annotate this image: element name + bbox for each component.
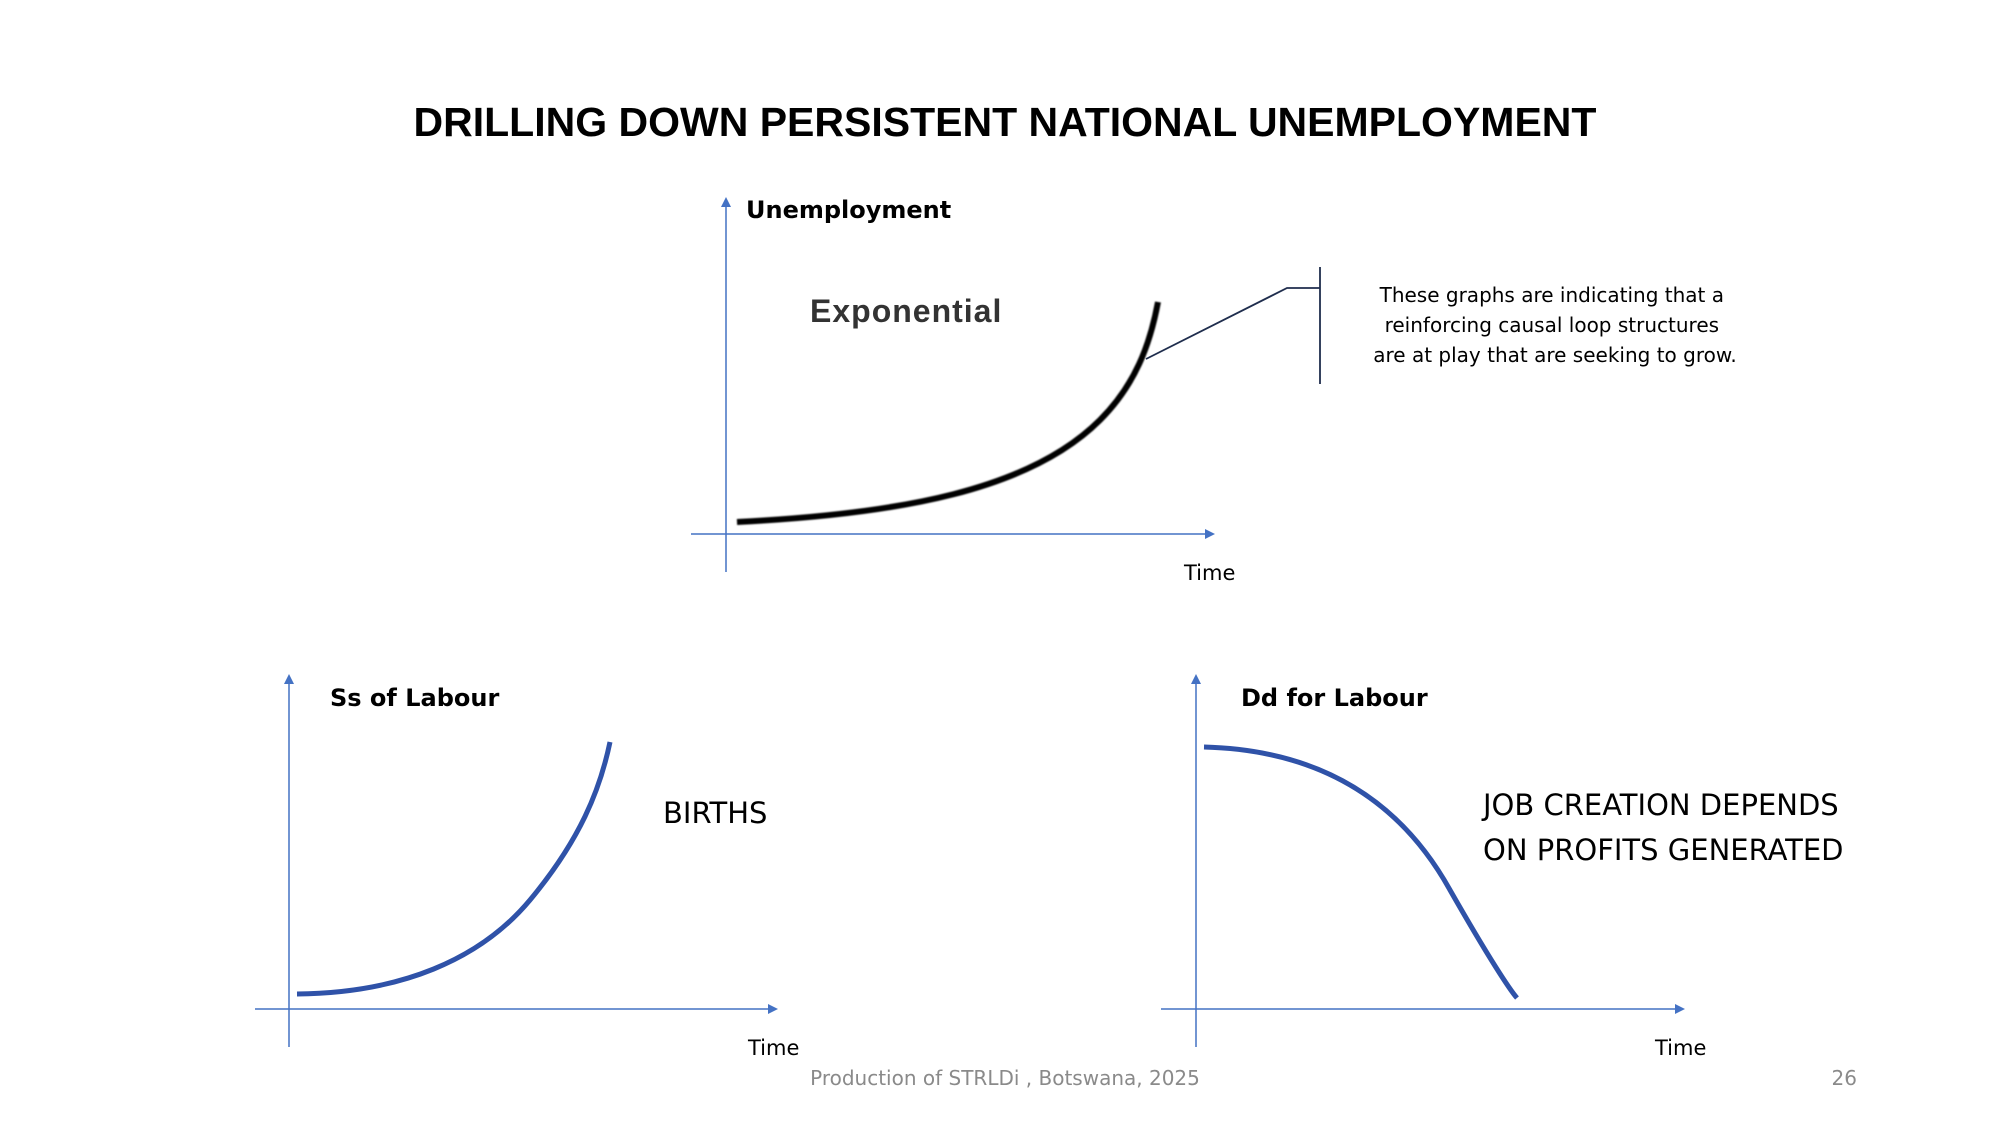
x-axis-label: Time [747, 1036, 799, 1060]
x-axis-label: Time [1654, 1036, 1706, 1060]
page-number: 26 [1832, 1066, 1857, 1090]
labour-demand-graph: Dd for Labour Time JOB CREATION DEPENDS … [1161, 674, 1848, 1060]
y-axis-label: Dd for Labour [1241, 684, 1428, 712]
note-text: These graphs are indicating that a reinf… [1373, 283, 1736, 367]
y-axis-label: Unemployment [746, 196, 951, 224]
curve-label: Exponential [810, 293, 1002, 329]
exponential-curve [736, 301, 1161, 525]
y-axis-label: Ss of Labour [330, 684, 499, 712]
demand-curve [1203, 744, 1519, 1000]
supply-curve [296, 741, 613, 997]
callout-line [1145, 287, 1320, 360]
footer-text: Production of STRLDi , Botswana, 2025 [810, 1066, 1200, 1090]
x-axis-label: Time [1183, 561, 1235, 585]
job-creation-label: JOB CREATION DEPENDS ON PROFITS GENERATE… [1481, 788, 1848, 867]
top-graph: Unemployment Time Exponential These grap… [691, 196, 1737, 585]
births-label: BIRTHS [663, 796, 767, 830]
slide-title: DRILLING DOWN PERSISTENT NATIONAL UNEMPL… [414, 99, 1597, 145]
labour-supply-graph: Ss of Labour Time BIRTHS [255, 674, 799, 1060]
